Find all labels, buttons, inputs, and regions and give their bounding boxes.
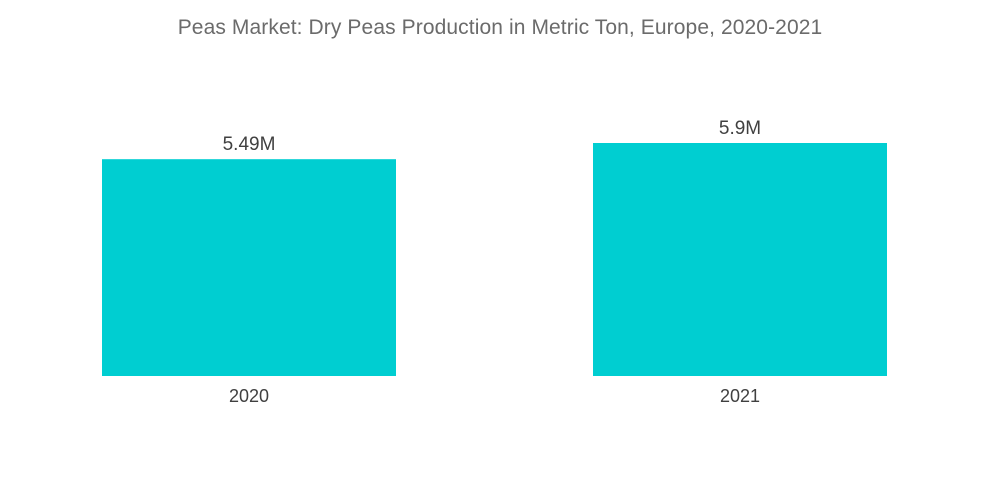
bars-layer	[102, 143, 887, 376]
chart-title: Peas Market: Dry Peas Production in Metr…	[177, 16, 823, 39]
x-tick-labels-layer: 2020 2021	[229, 386, 760, 406]
bar-2021	[593, 143, 887, 376]
value-label-2021: 5.9M	[719, 118, 761, 139]
value-labels-layer: 5.49M 5.9M	[223, 118, 762, 155]
x-tick-label-2020: 2020	[229, 386, 269, 406]
value-label-2020: 5.49M	[223, 134, 276, 155]
x-tick-label-2021: 2021	[720, 386, 760, 406]
bar-2020	[102, 159, 396, 376]
